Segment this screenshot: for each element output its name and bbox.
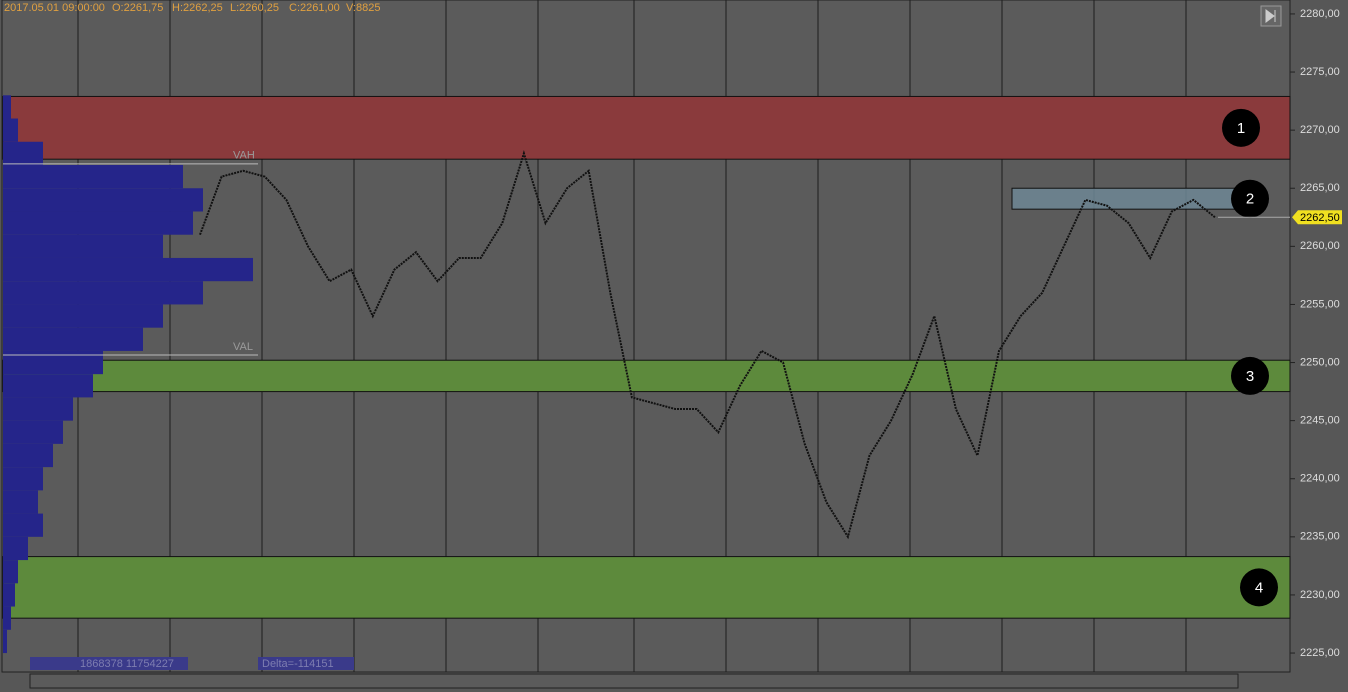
profile-bar <box>3 583 15 607</box>
footer-volume-box <box>30 657 188 670</box>
zone-marker <box>1231 356 1269 395</box>
profile-bar <box>3 536 28 561</box>
profile-bar <box>3 141 43 166</box>
zone-label: 4 <box>1255 579 1263 596</box>
profile-bar <box>3 95 11 119</box>
profile-bar <box>3 165 183 189</box>
footer-delta-box <box>258 657 354 670</box>
footer-volume: 1868378 11754227 <box>80 658 174 670</box>
profile-bar <box>3 350 103 375</box>
value-area-label: VAL <box>233 341 253 353</box>
profile-bar <box>3 211 193 235</box>
last-price-label: 2262,50 <box>1300 212 1340 224</box>
time-axis <box>29 673 1239 689</box>
zone-marker <box>1222 108 1260 147</box>
profile-bar <box>3 304 163 328</box>
y-tick-label: 2240,00 <box>1300 473 1340 485</box>
zone <box>1011 187 1238 210</box>
header-close: C:2261,00 <box>289 2 340 14</box>
profile-bar <box>3 490 38 514</box>
profile-bar <box>3 467 43 491</box>
header-volume: V:8825 <box>346 2 380 14</box>
y-tick-label: 2260,00 <box>1300 240 1340 252</box>
zone <box>2 359 1291 393</box>
y-tick-label: 2265,00 <box>1300 182 1340 194</box>
profile-bar <box>3 257 253 282</box>
profile-bar <box>3 118 18 142</box>
scroll-end-icon <box>1265 9 1276 23</box>
y-tick-label: 2230,00 <box>1300 589 1340 601</box>
zone <box>2 556 1291 619</box>
zone-label: 3 <box>1246 368 1254 385</box>
profile-bar <box>3 443 53 468</box>
y-tick-label: 2225,00 <box>1300 647 1340 659</box>
profile-bar <box>3 560 18 584</box>
y-tick-label: 2250,00 <box>1300 356 1340 368</box>
y-tick-label: 2255,00 <box>1300 298 1340 310</box>
footer-delta: Delta=-114151 <box>262 658 334 670</box>
zone-label: 2 <box>1246 191 1254 208</box>
profile-bar <box>3 281 203 305</box>
zone-label: 1 <box>1237 120 1245 137</box>
profile-bar <box>3 234 163 258</box>
profile-bar <box>3 629 7 654</box>
profile-bar <box>3 188 203 212</box>
y-tick-label: 2245,00 <box>1300 415 1340 427</box>
zone <box>2 95 1291 160</box>
y-tick-label: 2270,00 <box>1300 124 1340 136</box>
header-low: L:2260,25 <box>230 2 279 14</box>
profile-bar <box>3 374 93 398</box>
header-high: H:2262,25 <box>172 2 223 14</box>
value-area-label: VAH <box>233 150 255 162</box>
header-open: O:2261,75 <box>112 2 163 14</box>
y-tick-label: 2280,00 <box>1300 8 1340 20</box>
profile-bar <box>3 397 73 421</box>
profile-bar <box>3 327 143 351</box>
header-time: 2017.05.01 09:00:00 <box>4 2 105 14</box>
profile-bar <box>3 606 11 630</box>
zone-marker <box>1240 568 1278 607</box>
last-price-tag <box>1292 210 1342 225</box>
profile-bar <box>3 420 63 444</box>
zone-marker <box>1231 179 1269 218</box>
price-line <box>199 150 1216 540</box>
y-tick-label: 2275,00 <box>1300 66 1340 78</box>
profile-bar <box>3 513 43 537</box>
y-tick-label: 2235,00 <box>1300 531 1340 543</box>
